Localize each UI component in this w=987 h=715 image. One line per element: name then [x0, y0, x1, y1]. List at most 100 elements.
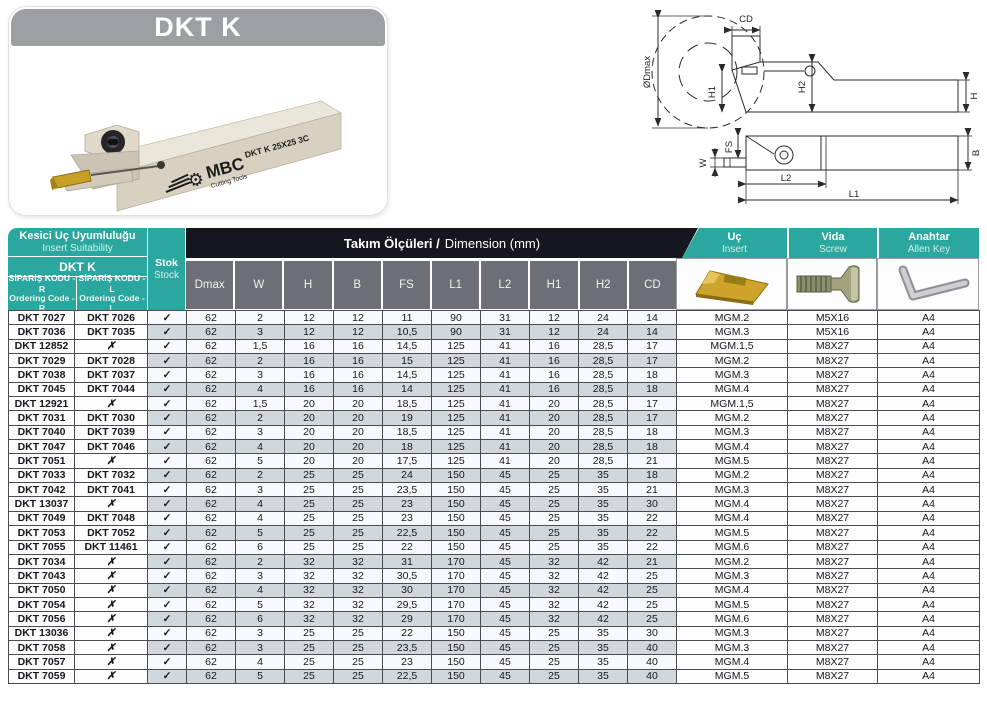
dim-dmax: 62 [186, 324, 236, 340]
insert-type: MGM.4 [676, 510, 788, 527]
allen-key-size: A4 [877, 654, 980, 670]
column-header-w: W [235, 261, 283, 309]
dim-b: 16 [333, 353, 383, 369]
dim-h1: 16 [529, 367, 579, 383]
stock-check: ✓ [147, 596, 187, 613]
screw-type: M8X27 [787, 367, 878, 383]
screw-type: M8X27 [787, 654, 878, 670]
dim-h2: 28,5 [578, 439, 628, 455]
table-row: DKT 7049 DKT 7048 ✓ 62 4 25 25 23 150 45 25 35 22 MGM… [8, 510, 980, 527]
dim-h2: 42 [578, 553, 628, 570]
dim-label-cd: CD [739, 14, 753, 25]
ordering-code-r: DKT 7029 [8, 353, 75, 369]
dim-h1: 25 [529, 639, 579, 656]
stock-check: ✓ [147, 381, 187, 398]
screw-type: M8X27 [787, 496, 878, 512]
dim-h2: 35 [578, 510, 628, 527]
dim-fs: 15 [382, 353, 432, 369]
dim-cd: 40 [627, 668, 677, 684]
dim-l2: 45 [480, 482, 530, 498]
ordering-code-r: DKT 7042 [8, 482, 75, 498]
insert-type: MGM.3 [676, 367, 788, 383]
dim-b: 16 [333, 381, 383, 398]
dim-h: 16 [284, 353, 334, 369]
table-row: DKT 7047 DKT 7046 ✓ 62 4 20 20 18 125 41 20 28,5 18 M… [8, 439, 980, 455]
insert-type: MGM.2 [676, 309, 788, 326]
dim-w: 5 [235, 668, 285, 684]
dim-l2: 45 [480, 582, 530, 598]
ordering-code-r-en: Ordering Code - R [9, 292, 75, 313]
ordering-code-l: DKT 7046 [74, 439, 148, 455]
dim-h: 32 [284, 568, 334, 584]
dim-w: 1,5 [235, 338, 285, 355]
dim-h1: 32 [529, 553, 579, 570]
dim-cd: 18 [627, 424, 677, 441]
insert-type: MGM.6 [676, 539, 788, 555]
screw-type: M8X27 [787, 611, 878, 627]
stock-check: ✓ [147, 482, 187, 498]
dim-h: 25 [284, 654, 334, 670]
dim-l2: 41 [480, 453, 530, 469]
screw-type: M8X27 [787, 639, 878, 656]
dim-w: 2 [235, 410, 285, 426]
table-row: DKT 7042 DKT 7041 ✓ 62 3 25 25 23,5 150 45 25 35 21 M… [8, 482, 980, 498]
screw-type: M8X27 [787, 525, 878, 541]
insert-type: MGM.1,5 [676, 338, 788, 355]
dim-w: 4 [235, 439, 285, 455]
dim-l1: 150 [431, 625, 481, 641]
ordering-code-l-en: Ordering Code - L [79, 292, 145, 313]
dim-h1: 16 [529, 353, 579, 369]
dim-l1: 150 [431, 525, 481, 541]
insert-tip-face [50, 177, 57, 190]
allen-key-size: A4 [877, 381, 980, 398]
dim-cd: 40 [627, 654, 677, 670]
table-row: DKT 7050 ✗ ✓ 62 4 32 32 30 170 45 32 42 25 MGM.4 M8X27… [8, 582, 980, 598]
dim-l1: 150 [431, 496, 481, 512]
dim-cd: 14 [627, 309, 677, 326]
column-header-l2: L2 [481, 261, 529, 309]
dim-dmax: 62 [186, 496, 236, 512]
ordering-code-r: DKT 7038 [8, 367, 75, 383]
dim-cd: 21 [627, 453, 677, 469]
dim-fs: 22,5 [382, 668, 432, 684]
dim-fs: 23,5 [382, 639, 432, 656]
screw-type: M8X27 [787, 668, 878, 684]
dim-h2: 28,5 [578, 353, 628, 369]
dim-dmax: 62 [186, 381, 236, 398]
dim-cd: 18 [627, 381, 677, 398]
table-row: DKT 7027 DKT 7026 ✓ 62 2 12 12 11 90 31 12 24 14 MGM.… [8, 309, 980, 326]
dim-fs: 10,5 [382, 324, 432, 340]
dim-w: 1,5 [235, 396, 285, 412]
ordering-code-l: ✗ [74, 496, 148, 512]
dim-cd: 25 [627, 611, 677, 627]
dim-dmax: 62 [186, 439, 236, 455]
dim-cd: 17 [627, 410, 677, 426]
product-title-banner: DKT K [11, 9, 385, 46]
dim-dmax: 62 [186, 539, 236, 555]
screw-type: M8X27 [787, 553, 878, 570]
ordering-code-r: DKT 7027 [8, 309, 75, 326]
insert-type: MGM.5 [676, 453, 788, 469]
ordering-code-l: DKT 7037 [74, 367, 148, 383]
dim-l1: 170 [431, 611, 481, 627]
header-allen-key-column: Anahtar Allen Key [879, 228, 979, 258]
dim-fs: 22,5 [382, 525, 432, 541]
allen-key-size: A4 [877, 596, 980, 613]
dim-h2: 28,5 [578, 381, 628, 398]
dim-h: 32 [284, 611, 334, 627]
dim-b: 20 [333, 424, 383, 441]
dim-fs: 14,5 [382, 338, 432, 355]
dim-l1: 150 [431, 467, 481, 484]
screw-type: M5X16 [787, 324, 878, 340]
dim-w: 3 [235, 639, 285, 656]
dim-h: 25 [284, 668, 334, 684]
stock-check: ✓ [147, 639, 187, 656]
product-photo-image: ⚙ MBC Cutting Tools DKT K 25X25 3C [50, 100, 343, 212]
dim-h: 16 [284, 338, 334, 355]
dim-h2: 28,5 [578, 338, 628, 355]
dim-w: 5 [235, 525, 285, 541]
dim-h1: 32 [529, 582, 579, 598]
dim-dmax: 62 [186, 396, 236, 412]
workpiece-outer-circle [651, 15, 765, 129]
dim-h1: 32 [529, 568, 579, 584]
